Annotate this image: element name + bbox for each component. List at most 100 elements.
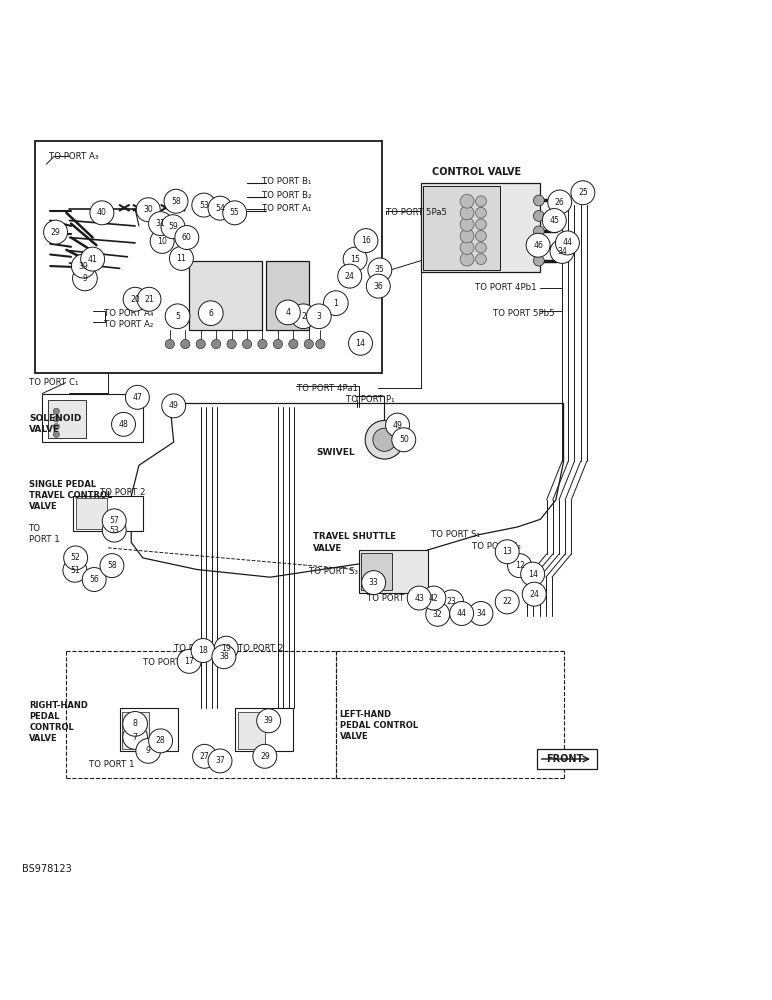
Text: 11: 11 (177, 254, 186, 263)
Bar (76, 498, 107, 529)
Circle shape (422, 586, 446, 610)
Text: 29: 29 (260, 752, 269, 761)
Text: 40: 40 (97, 208, 107, 217)
Circle shape (349, 331, 373, 355)
Circle shape (386, 413, 409, 437)
Text: 5: 5 (175, 312, 180, 321)
Text: TO PORT S₂: TO PORT S₂ (472, 542, 521, 551)
Text: TO PORT 5Pb5: TO PORT 5Pb5 (493, 309, 554, 318)
Text: 49: 49 (169, 401, 178, 410)
Circle shape (289, 339, 298, 349)
Circle shape (73, 266, 97, 291)
Text: TO PORT S₄: TO PORT S₄ (367, 594, 416, 603)
Bar (421, 183, 540, 272)
Text: 28: 28 (156, 736, 165, 745)
Text: 2: 2 (301, 312, 306, 321)
Text: 38: 38 (219, 652, 229, 661)
Bar (120, 708, 178, 751)
Circle shape (53, 408, 59, 414)
Circle shape (571, 181, 595, 205)
Text: TO PORT B₂: TO PORT B₂ (262, 191, 312, 200)
Circle shape (136, 739, 161, 763)
Circle shape (102, 518, 127, 542)
Text: 56: 56 (90, 575, 99, 584)
Text: 8: 8 (133, 719, 137, 728)
Circle shape (508, 554, 532, 578)
Circle shape (476, 196, 486, 207)
Text: 3: 3 (317, 312, 321, 321)
Circle shape (460, 252, 474, 266)
Text: 19: 19 (222, 644, 231, 653)
Circle shape (343, 247, 367, 271)
Text: 24: 24 (530, 590, 539, 599)
Bar (73, 496, 143, 531)
Text: 10: 10 (157, 237, 167, 246)
Text: 39: 39 (79, 262, 88, 271)
Circle shape (469, 602, 493, 625)
Text: 1: 1 (334, 299, 338, 308)
Circle shape (460, 241, 474, 255)
Circle shape (460, 217, 474, 231)
Bar (235, 708, 293, 751)
Circle shape (367, 258, 392, 282)
Circle shape (136, 198, 161, 222)
Circle shape (43, 220, 68, 244)
Text: 53: 53 (110, 526, 119, 535)
Circle shape (90, 201, 114, 225)
Circle shape (373, 428, 396, 451)
Circle shape (212, 339, 221, 349)
Text: 20: 20 (130, 295, 140, 304)
Text: 55: 55 (230, 208, 239, 217)
Text: 35: 35 (375, 265, 384, 274)
Text: 45: 45 (550, 216, 559, 225)
Circle shape (212, 645, 236, 669)
Text: 25: 25 (578, 188, 587, 197)
Circle shape (102, 509, 127, 533)
Text: TRAVEL SHUTTLE
VALVE: TRAVEL SHUTTLE VALVE (313, 532, 396, 553)
Text: 21: 21 (144, 295, 154, 304)
Text: SWIVEL: SWIVEL (317, 448, 355, 457)
Text: 31: 31 (156, 219, 165, 228)
Text: 24: 24 (345, 272, 354, 281)
Text: 57: 57 (110, 516, 119, 525)
Circle shape (181, 339, 190, 349)
Circle shape (208, 196, 232, 220)
Text: SOLENOID
VALVE: SOLENOID VALVE (29, 414, 82, 434)
Circle shape (550, 239, 574, 263)
Text: TO PORT 2: TO PORT 2 (100, 488, 146, 497)
Text: TO PORT A₂: TO PORT A₂ (104, 320, 154, 329)
Circle shape (256, 709, 281, 733)
Bar (537, 749, 597, 769)
Circle shape (476, 242, 486, 253)
Circle shape (148, 729, 173, 753)
Text: 16: 16 (361, 236, 371, 245)
Text: TO PORT A₁: TO PORT A₁ (262, 204, 312, 213)
Text: TO PORT S₃: TO PORT S₃ (309, 567, 357, 576)
Circle shape (161, 215, 185, 239)
Circle shape (53, 431, 59, 437)
Text: 7: 7 (133, 733, 137, 742)
Bar (189, 261, 262, 330)
Circle shape (316, 339, 325, 349)
Circle shape (338, 264, 361, 288)
Circle shape (242, 339, 252, 349)
Text: 29: 29 (51, 228, 60, 237)
Circle shape (150, 229, 174, 253)
Circle shape (533, 255, 544, 266)
Circle shape (496, 540, 520, 564)
Circle shape (460, 194, 474, 208)
Circle shape (148, 212, 173, 236)
Circle shape (192, 193, 216, 217)
Text: 53: 53 (199, 201, 208, 210)
Text: 33: 33 (369, 578, 378, 587)
Bar (361, 553, 392, 590)
Circle shape (533, 195, 544, 206)
Text: 27: 27 (200, 752, 209, 761)
Circle shape (366, 274, 391, 298)
Text: 39: 39 (264, 716, 273, 725)
Text: FRONT: FRONT (546, 754, 583, 764)
Circle shape (365, 420, 404, 459)
Circle shape (63, 558, 86, 582)
Text: TO PORT 1: TO PORT 1 (89, 760, 134, 769)
Circle shape (53, 424, 59, 430)
